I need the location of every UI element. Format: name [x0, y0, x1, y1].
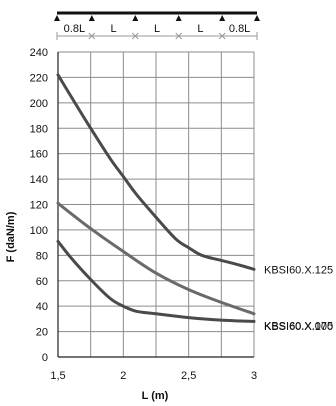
series-line-KBSI60.X.100: [56, 201, 256, 316]
support-marker-5: [254, 15, 260, 21]
x-tick-label: 3: [251, 370, 257, 382]
span-label-0: 0.8L: [64, 23, 85, 35]
series-line-KBSI60.X.075: [56, 239, 256, 323]
y-axis-label: F (daN/m): [5, 211, 17, 262]
series-label-KBSI60.X.100: KBSI60.X.100: [264, 321, 333, 333]
series-label-KBSI60.X.125: KBSI60.X.125: [264, 264, 333, 276]
x-axis-label: L (m): [142, 390, 169, 402]
y-tick-label: 60: [36, 276, 48, 288]
y-tick-label: 20: [36, 327, 48, 339]
chart-grid: [57, 51, 255, 357]
y-tick-label: 220: [30, 72, 48, 84]
y-tick-label: 120: [30, 200, 48, 212]
support-marker-1: [88, 15, 95, 21]
span-diagram: 0.8L L L L 0.8L: [54, 11, 260, 40]
dimension-cross-tick: [131, 32, 139, 40]
y-tick-label: 140: [30, 174, 48, 186]
chart-axes: 0 20 40 60 80 100 120 140 160 180 200 220 240 1,5 2 2,5…: [30, 47, 257, 382]
series-label-KBSI60.X.075: KBSI60.X.075: [264, 320, 333, 332]
support-marker-3: [175, 15, 182, 21]
span-label-4: 0.8L: [229, 23, 250, 35]
dimension-cross-tick: [88, 32, 96, 40]
support-marker-2: [132, 15, 139, 21]
span-label-2: L: [154, 23, 160, 35]
span-label-3: L: [197, 23, 203, 35]
y-tick-label: 180: [30, 123, 48, 135]
y-tick-label: 0: [42, 352, 48, 364]
support-marker-0: [54, 15, 60, 21]
series-line-KBSI60.X.125: [56, 73, 256, 271]
x-tick-label: 1,5: [50, 370, 65, 382]
x-tick-label: 2: [120, 370, 126, 382]
dimension-cross-tick: [175, 32, 183, 40]
support-marker-4: [219, 15, 226, 21]
y-tick-label: 80: [36, 250, 48, 262]
y-tick-label: 100: [30, 225, 48, 237]
dimension-cross-tick: [218, 32, 226, 40]
y-tick-label: 40: [36, 301, 48, 313]
y-tick-label: 160: [30, 149, 48, 161]
span-label-1: L: [110, 23, 116, 35]
x-tick-label: 2,5: [181, 370, 196, 382]
y-tick-label: 200: [30, 98, 48, 110]
y-tick-label: 240: [30, 47, 48, 59]
